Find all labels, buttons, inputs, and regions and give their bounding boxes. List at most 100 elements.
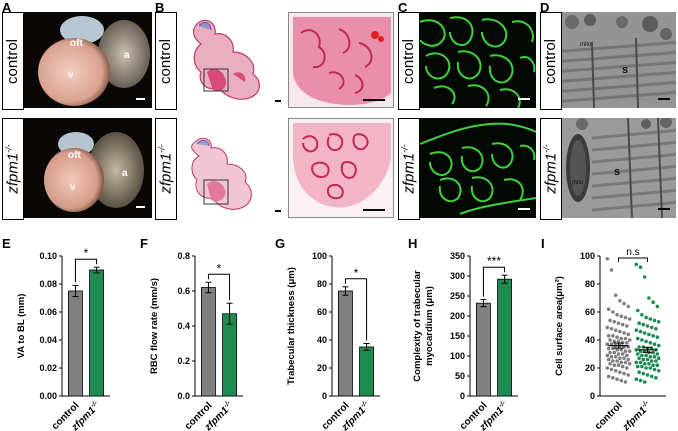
data-point xyxy=(606,346,611,351)
significance-bracket xyxy=(482,266,506,297)
bar xyxy=(359,346,374,397)
data-point xyxy=(622,356,626,361)
y-tick-label: 0.8 xyxy=(177,251,190,261)
data-point xyxy=(640,313,644,317)
y-tick-label: 80 xyxy=(317,279,327,289)
data-point xyxy=(649,359,654,363)
data-point xyxy=(608,362,612,366)
panel-label-e: E xyxy=(2,236,11,251)
scale-bar xyxy=(136,206,145,208)
fluorescence-mutant xyxy=(420,118,536,218)
scale-bar xyxy=(136,98,145,100)
data-point xyxy=(642,380,647,384)
s-label: s xyxy=(622,64,629,76)
data-point xyxy=(638,378,643,383)
data-point xyxy=(623,360,628,365)
em-mutant: mito s xyxy=(562,118,676,218)
data-point xyxy=(605,342,610,347)
data-point xyxy=(649,325,654,330)
data-point xyxy=(611,359,615,363)
scale-bar xyxy=(363,209,385,211)
data-point xyxy=(619,378,624,383)
row-label-mutant-a: zfpm1-/- xyxy=(2,118,24,220)
data-point xyxy=(638,265,643,270)
y-tick-label: 0 xyxy=(322,391,327,401)
scale-bar xyxy=(275,210,281,212)
panel-label-c: C xyxy=(398,0,408,15)
data-point xyxy=(637,356,641,361)
data-point xyxy=(609,367,614,372)
data-point xyxy=(640,353,644,358)
y-tick-label: 40 xyxy=(585,335,595,345)
data-point xyxy=(644,339,648,344)
row-label-control-a: control xyxy=(2,12,24,110)
data-point xyxy=(635,308,640,313)
data-point xyxy=(647,296,651,300)
data-point xyxy=(605,325,610,330)
data-point xyxy=(613,328,618,333)
scale-bar xyxy=(518,98,530,100)
data-point xyxy=(606,357,611,362)
data-point xyxy=(642,275,647,279)
data-point xyxy=(649,374,654,379)
data-point xyxy=(619,314,624,319)
data-point xyxy=(656,369,661,373)
y-axis-label: VA to BL (mm) xyxy=(16,294,27,359)
data-point xyxy=(637,370,641,375)
data-point xyxy=(654,327,658,331)
significance-marker: * xyxy=(84,246,89,260)
y-tick-label: 250 xyxy=(450,291,465,301)
data-point xyxy=(627,317,632,321)
data-point xyxy=(616,363,621,368)
data-point xyxy=(635,364,640,369)
y-tick-label: 20 xyxy=(317,363,327,373)
x-tick-label: zfpm1-/- xyxy=(619,399,654,431)
y-tick-label: 150 xyxy=(450,331,465,341)
data-point xyxy=(656,320,661,324)
y-tick-label: 50 xyxy=(455,371,465,381)
oft-label: oft xyxy=(68,150,81,161)
data-point xyxy=(625,353,629,358)
data-point xyxy=(613,369,618,373)
row-label-mutant-c: zfpm1-/- xyxy=(398,118,420,220)
s-label: s xyxy=(614,166,621,178)
data-point xyxy=(623,380,628,384)
data-point xyxy=(613,355,618,359)
data-point xyxy=(609,268,614,272)
data-point xyxy=(626,373,631,377)
y-tick-label: 100 xyxy=(450,351,465,361)
data-point xyxy=(652,342,657,347)
a-label: a xyxy=(122,168,128,179)
panel-label-i: I xyxy=(541,236,545,251)
y-tick-label: 300 xyxy=(450,271,465,281)
row-label-mutant-b: zfpm1-/- xyxy=(155,118,177,220)
data-point xyxy=(606,334,611,338)
data-point xyxy=(648,366,653,370)
data-point xyxy=(652,355,657,359)
data-point xyxy=(634,377,639,382)
data-point xyxy=(618,370,622,375)
bar xyxy=(222,313,237,397)
data-point xyxy=(645,373,650,377)
data-point xyxy=(655,352,660,356)
histology-section-mutant xyxy=(177,118,287,218)
y-tick-label: 0.06 xyxy=(39,307,57,317)
v-label: v xyxy=(70,182,76,193)
data-point xyxy=(652,367,657,372)
histology-zoom-control xyxy=(288,12,394,108)
significance-bracket xyxy=(344,278,368,341)
mito-label: mito xyxy=(580,42,592,48)
bar xyxy=(497,278,512,397)
bar xyxy=(68,290,83,397)
data-point xyxy=(619,336,624,341)
row-label-control-c: control xyxy=(398,12,420,110)
data-point xyxy=(625,366,629,370)
data-point xyxy=(612,363,617,368)
significance-marker: * xyxy=(217,261,222,275)
data-point xyxy=(647,362,651,366)
y-tick-label: 0.4 xyxy=(177,321,190,331)
data-point xyxy=(644,366,648,370)
data-point xyxy=(609,327,614,331)
data-point xyxy=(620,364,625,369)
